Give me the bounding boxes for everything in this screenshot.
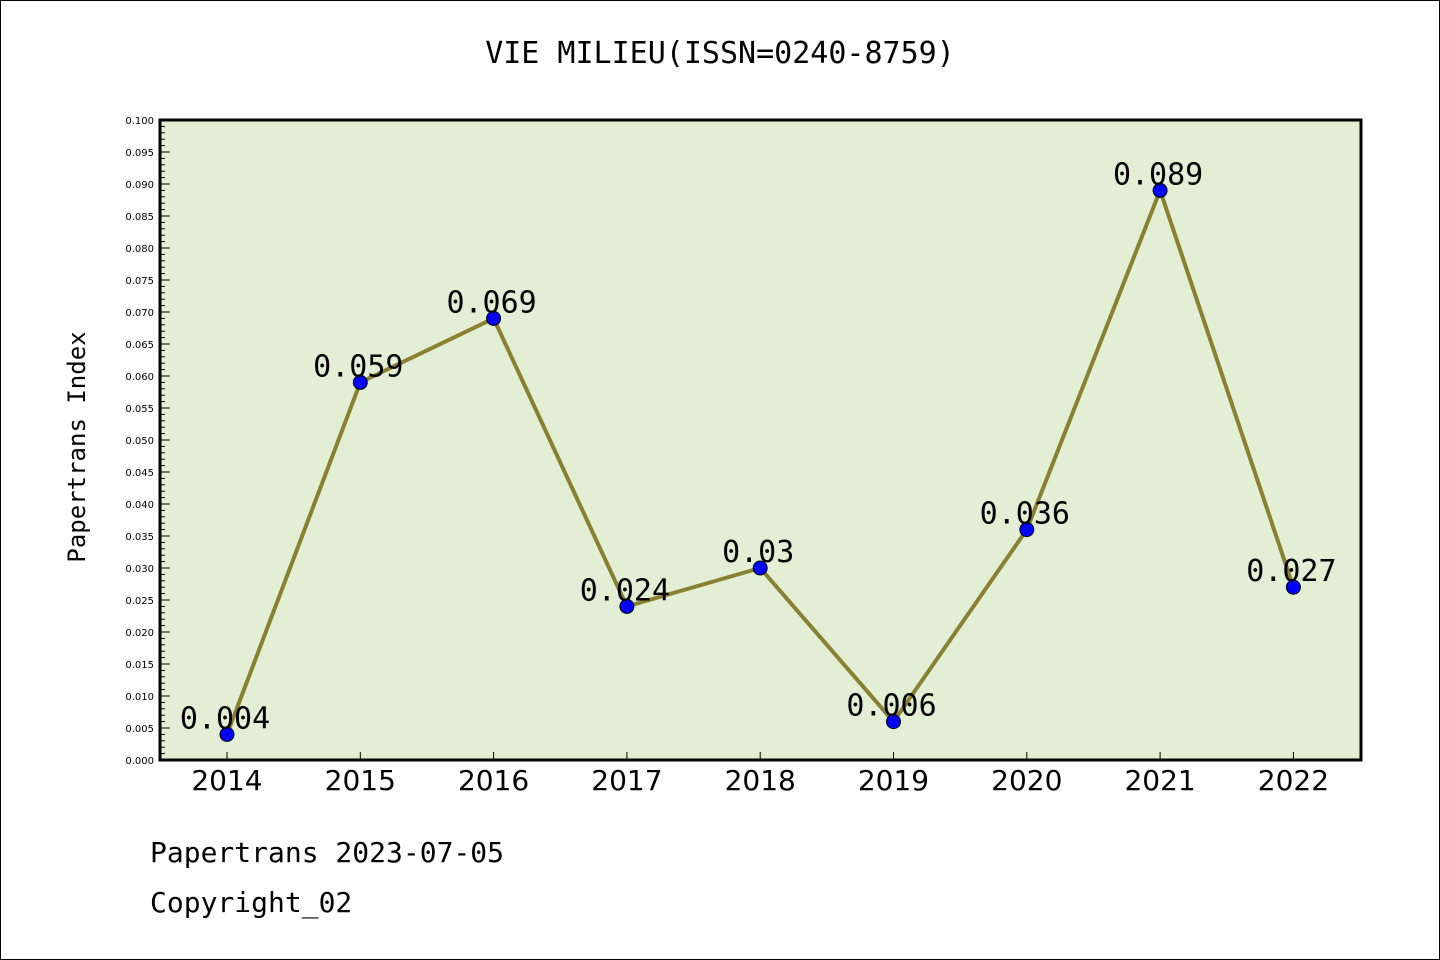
y-tick-label: 0.015 [125, 660, 154, 671]
y-tick-label: 0.005 [125, 724, 154, 735]
y-tick-label: 0.035 [125, 532, 154, 543]
data-label: 0.006 [846, 689, 936, 724]
data-label: 0.059 [313, 349, 403, 384]
x-tick-label: 2019 [858, 764, 929, 797]
y-tick-label: 0.095 [125, 148, 154, 159]
y-tick-label: 0.055 [125, 404, 154, 415]
x-tick-label: 2018 [725, 764, 796, 797]
data-point [219, 726, 235, 742]
y-tick-label: 0.065 [125, 340, 154, 351]
x-tick-label: 2015 [325, 764, 396, 797]
x-tick-label: 2014 [191, 764, 262, 797]
y-tick-label: 0.050 [125, 436, 154, 447]
data-point [619, 598, 635, 614]
y-tick-label: 0.085 [125, 212, 154, 223]
data-point [486, 310, 502, 326]
y-tick-label: 0.080 [125, 244, 154, 255]
y-tick-label: 0.045 [125, 468, 154, 479]
y-tick-label: 0.075 [125, 276, 154, 287]
y-tick-label: 0.000 [125, 756, 154, 767]
chart-title: VIE MILIEU(ISSN=0240-8759) [485, 36, 955, 71]
data-label: 0.03 [722, 535, 794, 570]
y-tick-label: 0.040 [125, 500, 154, 511]
y-tick-label: 0.010 [125, 692, 154, 703]
footer-copyright: Copyright_02 [150, 886, 353, 919]
data-point [1152, 182, 1168, 198]
x-tick-label: 2021 [1124, 764, 1195, 797]
footer-source: Papertrans 2023-07-05 [150, 836, 505, 869]
plot-border [158, 118, 1363, 762]
y-tick-label: 0.025 [125, 596, 154, 607]
data-label: 0.004 [180, 701, 270, 736]
data-label: 0.089 [1113, 157, 1203, 192]
x-tick-label: 2022 [1258, 764, 1329, 797]
x-tick-label: 2016 [458, 764, 529, 797]
data-point [352, 374, 368, 390]
data-point [886, 714, 901, 730]
y-tick-label: 0.090 [125, 180, 154, 191]
y-tick-label: 0.060 [125, 372, 154, 383]
data-label: 0.069 [446, 285, 536, 320]
y-tick-label: 0.070 [125, 308, 154, 319]
y-tick-label: 0.100 [125, 116, 154, 127]
x-tick-label: 2020 [991, 764, 1062, 797]
data-point [1019, 522, 1035, 538]
data-point [752, 560, 768, 576]
data-label: 0.027 [1246, 554, 1336, 589]
plot-area [160, 120, 1361, 760]
y-tick-label: 0.030 [125, 564, 154, 575]
y-tick-label: 0.020 [125, 628, 154, 639]
data-point [1285, 579, 1301, 595]
data-label: 0.024 [580, 573, 670, 608]
data-label: 0.036 [980, 497, 1070, 532]
x-tick-label: 2017 [591, 764, 662, 797]
